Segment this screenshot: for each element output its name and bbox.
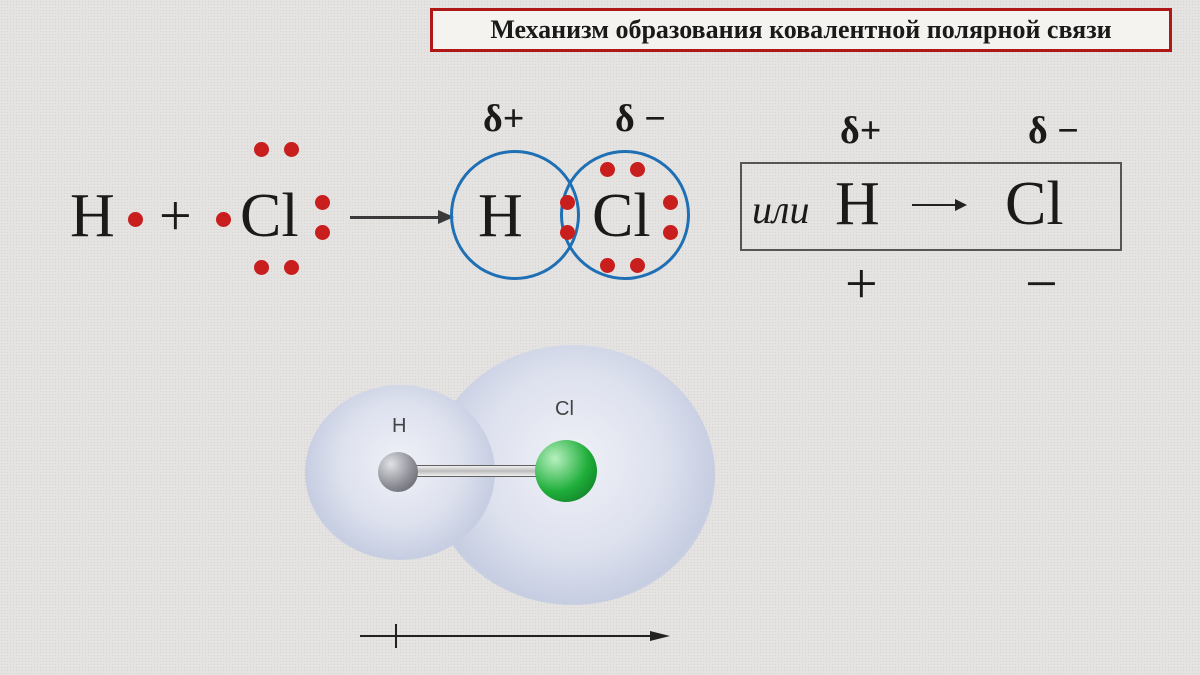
model-h-label: H	[392, 415, 406, 438]
polarization-arrow-cross	[395, 624, 397, 648]
bond-stick	[410, 465, 552, 477]
electron-dot	[600, 258, 615, 273]
delta-minus-label: δ −	[615, 100, 666, 138]
electron-dot	[663, 195, 678, 210]
electron-dot	[630, 162, 645, 177]
electron-dot	[663, 225, 678, 240]
reaction-arrow-line	[350, 216, 440, 219]
electron-dot	[254, 260, 269, 275]
alt-plus-below: +	[845, 255, 878, 313]
title-box: Механизм образования ковалентной полярно…	[430, 8, 1172, 52]
cl-atom-ball	[535, 440, 597, 502]
electron-dot	[284, 142, 299, 157]
delta-minus-label-alt: δ −	[1028, 112, 1079, 150]
electron-dot	[630, 258, 645, 273]
polarization-arrow-line	[360, 635, 655, 637]
or-word: или	[752, 190, 809, 230]
reactant-cl: Cl	[240, 185, 299, 247]
electron-dot	[284, 260, 299, 275]
electron-dot	[128, 212, 143, 227]
electron-dot	[560, 195, 575, 210]
electron-dot	[560, 225, 575, 240]
electron-dot	[315, 195, 330, 210]
electron-dot	[600, 162, 615, 177]
plus-sign: +	[159, 187, 192, 245]
alt-minus-below: −	[1025, 255, 1058, 313]
alt-arrow-line	[912, 204, 957, 206]
delta-plus-label: δ+	[483, 100, 524, 138]
model-cl-label: Cl	[555, 398, 574, 421]
alt-h: H	[835, 173, 880, 235]
polarization-arrow-head	[650, 631, 670, 641]
electron-dot	[216, 212, 231, 227]
product-h: H	[478, 185, 523, 247]
alt-cl: Cl	[1005, 173, 1064, 235]
product-cl: Cl	[592, 185, 651, 247]
electron-dot	[315, 225, 330, 240]
delta-plus-label-alt: δ+	[840, 112, 881, 150]
h-atom-ball	[378, 452, 418, 492]
electron-dot	[254, 142, 269, 157]
reactant-h: H	[70, 185, 115, 247]
alt-arrow-head	[955, 199, 967, 211]
